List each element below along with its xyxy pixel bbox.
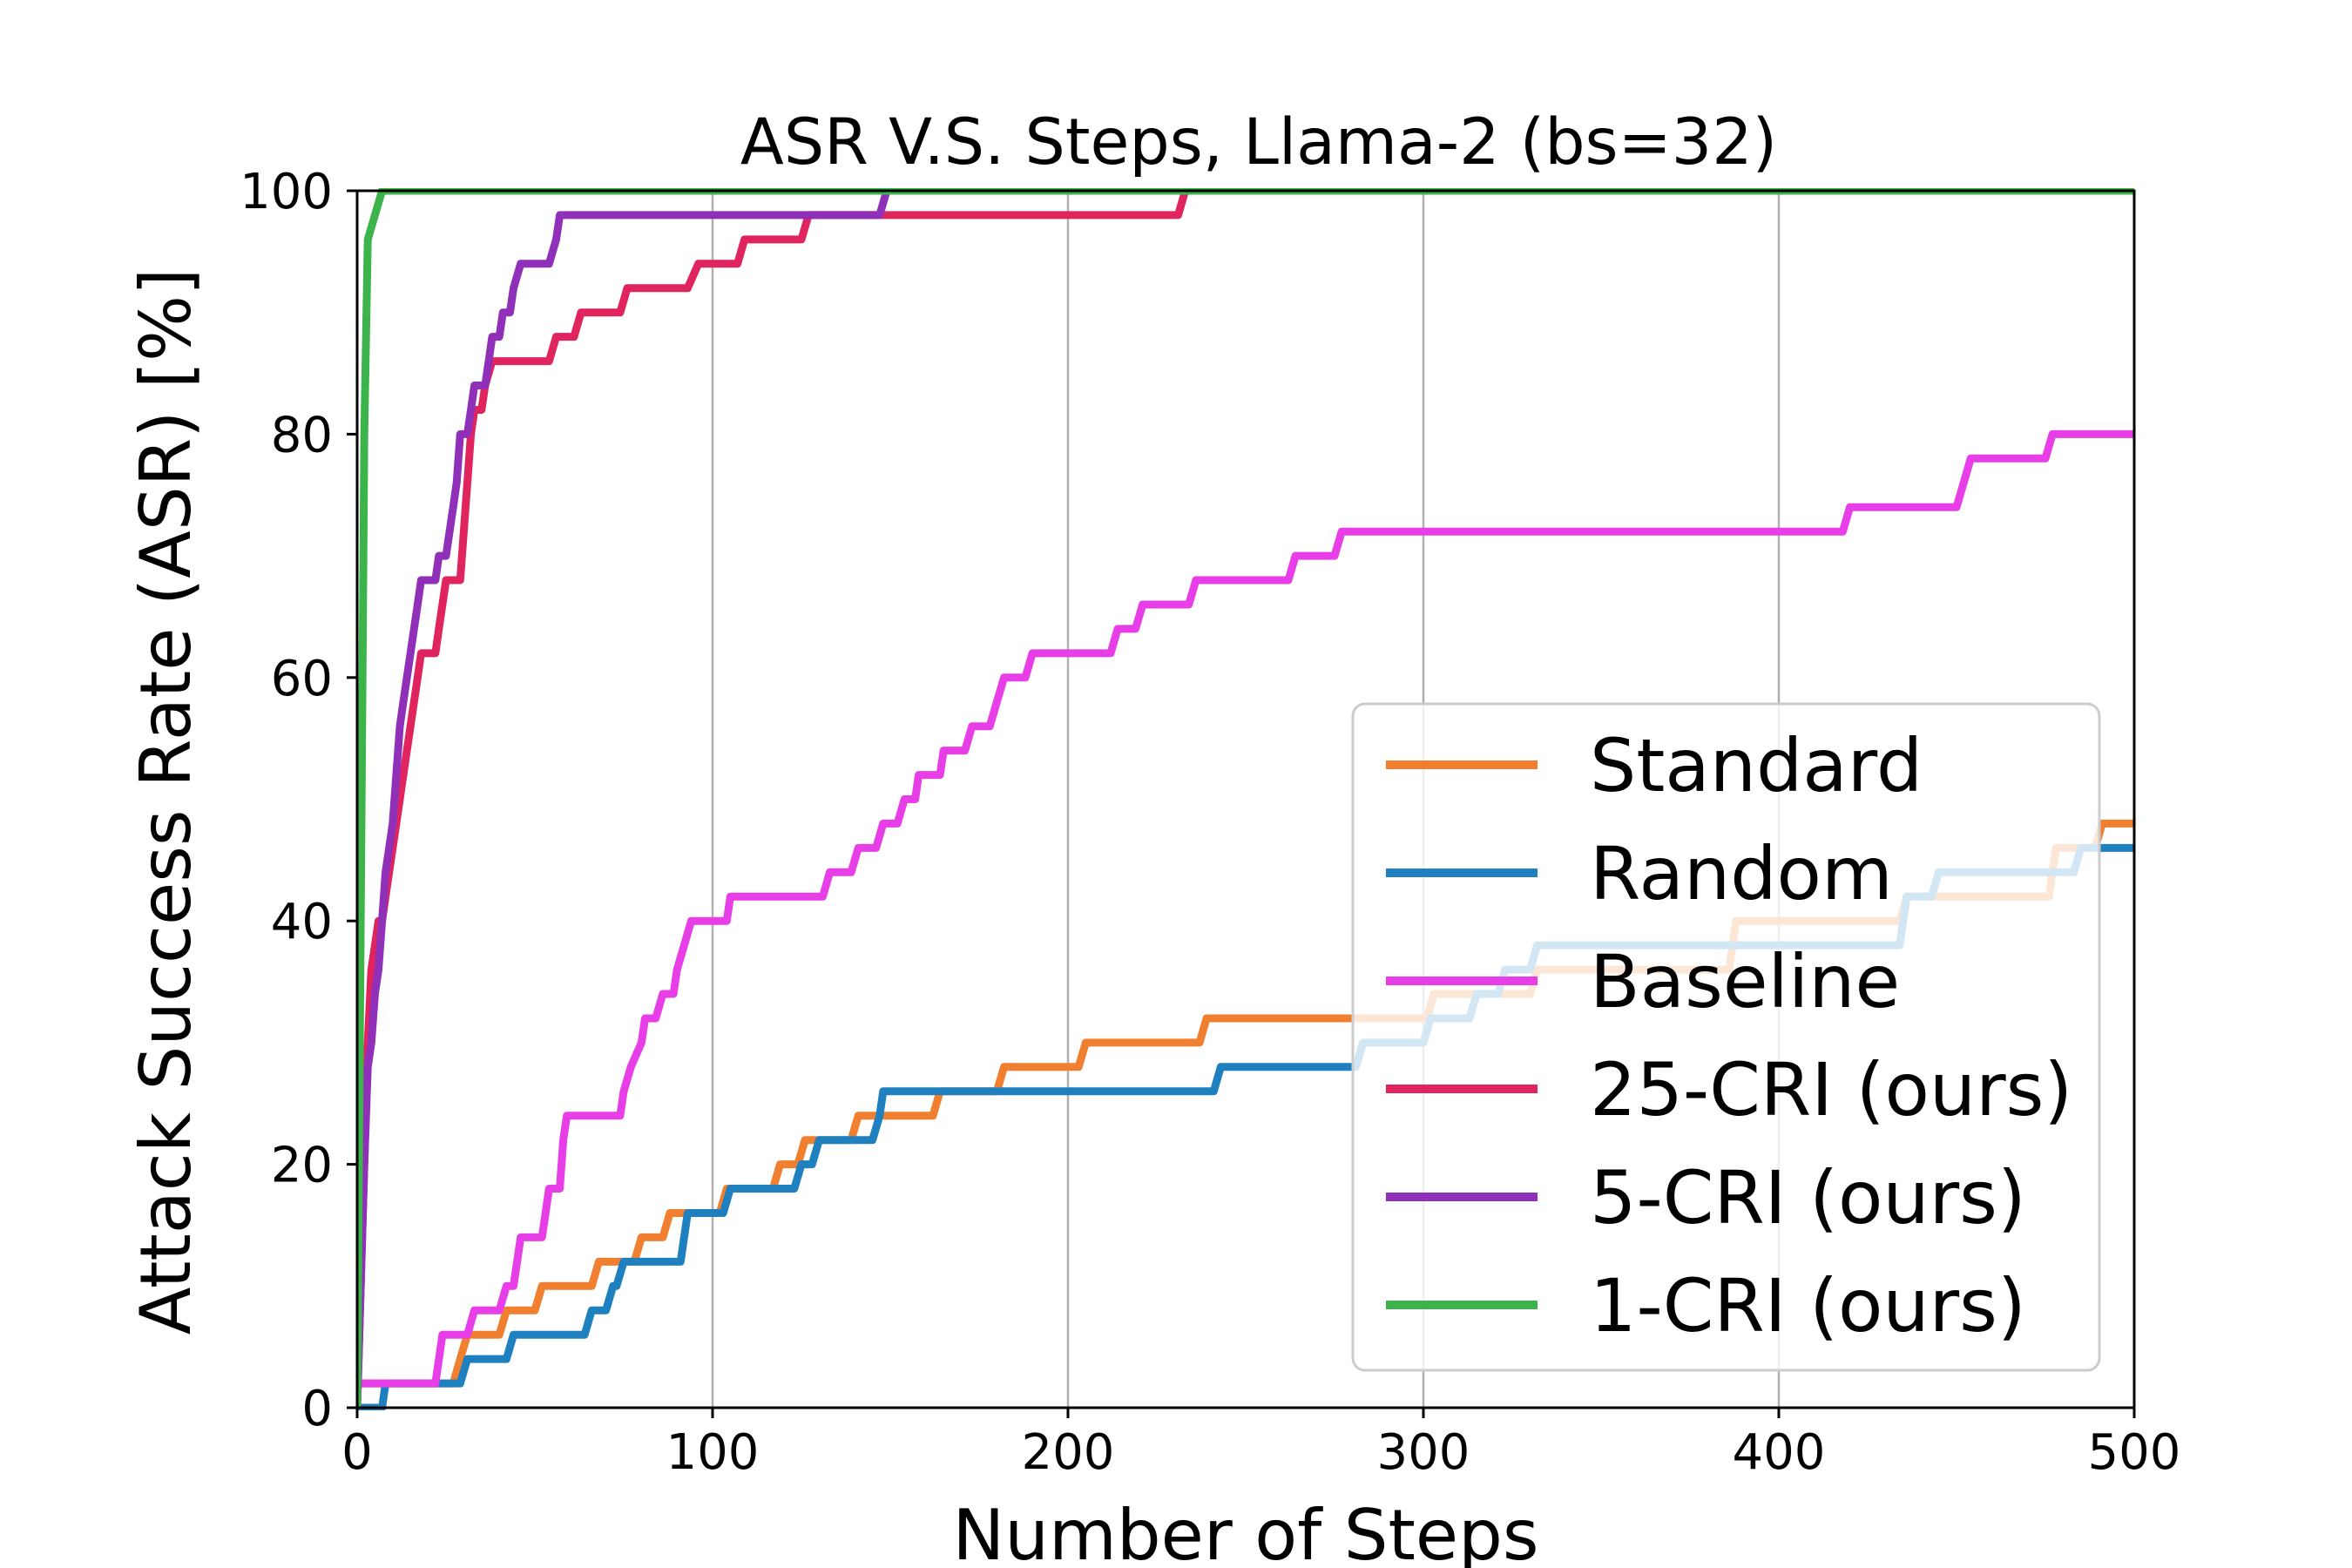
axis-ticks: 0 100 200 300 400 500 0 20 40 60 80 100 bbox=[240, 164, 2180, 1481]
series-line-5 bbox=[357, 188, 2134, 1409]
y-axis-label: Attack Success Rate (ASR) [%] bbox=[125, 268, 206, 1335]
legend-label: Standard bbox=[1590, 723, 1923, 808]
x-tick-label: 300 bbox=[1377, 1424, 1470, 1481]
legend-label: Baseline bbox=[1590, 939, 1900, 1024]
x-tick-label: 200 bbox=[1022, 1424, 1115, 1481]
y-tick-label: 80 bbox=[271, 407, 333, 463]
x-tick-label: 100 bbox=[666, 1424, 760, 1481]
legend: Standard Random Baseline 25-CRI (ours) 5-CRI… bbox=[1351, 702, 2101, 1372]
legend-label: 5-CRI (ours) bbox=[1590, 1155, 2026, 1240]
chart-title: ASR V.S. Steps, Llama-2 (bs=32) bbox=[740, 105, 1777, 179]
legend-box bbox=[1351, 702, 2101, 1372]
legend-label: 25-CRI (ours) bbox=[1590, 1047, 2072, 1132]
y-tick-label: 0 bbox=[301, 1381, 333, 1437]
series-line-2 bbox=[357, 429, 2134, 1388]
y-tick-label: 100 bbox=[240, 164, 333, 220]
y-tick-label: 60 bbox=[271, 651, 333, 707]
x-tick-label: 500 bbox=[2088, 1424, 2181, 1481]
y-tick-label: 20 bbox=[271, 1138, 333, 1194]
legend-label: Random bbox=[1590, 831, 1893, 916]
x-tick-label: 400 bbox=[1733, 1424, 1826, 1481]
x-tick-label: 0 bbox=[341, 1424, 373, 1481]
x-axis-label: Number of Steps bbox=[952, 1495, 1538, 1568]
y-tick-label: 40 bbox=[271, 894, 333, 950]
legend-label: 1-CRI (ours) bbox=[1590, 1263, 2026, 1348]
series-line-4 bbox=[357, 188, 2134, 1409]
plot-frame bbox=[355, 189, 2136, 1409]
